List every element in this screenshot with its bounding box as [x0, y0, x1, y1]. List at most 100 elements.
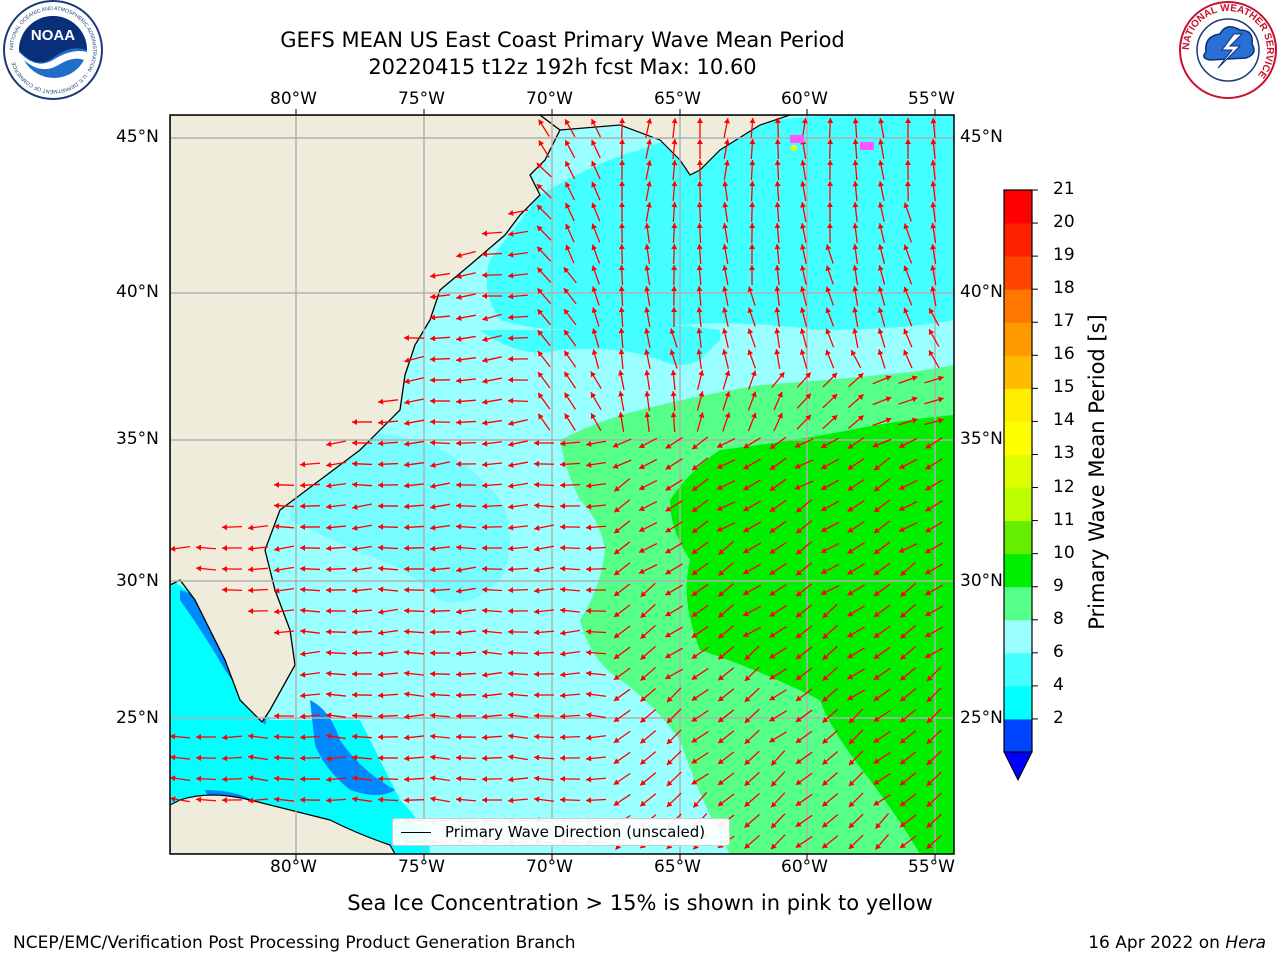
wave-arrow-head [248, 733, 254, 740]
wave-arrow-head [300, 796, 306, 803]
wave-arrow-head [716, 505, 723, 511]
wave-arrow-head [274, 523, 280, 530]
wave-arrow-head [696, 265, 703, 271]
wave-arrow-head [873, 590, 880, 596]
wave-arrow-head [614, 611, 620, 618]
wave-arrow-head [534, 439, 540, 446]
wave-arrow-head [300, 671, 306, 678]
wave-arrow-head [590, 413, 597, 420]
wave-arrow-head [618, 265, 625, 271]
wave-arrow-head [563, 267, 570, 274]
wave-arrow-head [619, 181, 626, 187]
wave-arrow-head [534, 754, 540, 761]
wave-arrow-head [825, 286, 832, 293]
wave-arrow-head [640, 654, 647, 660]
wave-arrow-head [640, 779, 647, 786]
wave-arrow-head [691, 695, 698, 701]
wave-arrow-head [482, 419, 488, 426]
wave-arrow-head [534, 460, 540, 467]
wave-arrow-head [326, 670, 332, 677]
wave-arrow-head [430, 649, 436, 656]
wave-arrow-head [799, 286, 806, 292]
wave-arrow-head [430, 524, 436, 531]
wave-arrow-head [222, 797, 228, 804]
wave-arrow-head [482, 292, 488, 299]
wave-arrow-head [847, 694, 854, 701]
wave-arrow-head [873, 632, 880, 638]
colorbar-band [1004, 652, 1032, 687]
wave-arrow-head [744, 717, 751, 723]
wave-arrow-head [850, 350, 857, 357]
wave-arrow-head [747, 328, 754, 335]
wave-arrow-head [430, 397, 436, 404]
wave-arrow-head [222, 565, 228, 572]
wave-arrow-head [538, 140, 545, 147]
wave-arrow-head [900, 632, 907, 639]
wave-arrow-head [352, 775, 358, 782]
lon-label-top: 60°W [781, 89, 828, 109]
wave-arrow-head [560, 565, 566, 572]
wave-arrow-head [586, 545, 592, 552]
wave-arrow-head [560, 461, 566, 468]
wave-arrow-head [326, 461, 332, 468]
wave-arrow-head [612, 463, 619, 469]
wave-arrow-head [565, 223, 571, 230]
wave-arrow-head [716, 526, 723, 532]
wave-arrow-head [749, 223, 756, 229]
wave-arrow-head [586, 440, 592, 447]
wave-arrow-head [795, 821, 802, 827]
wave-arrow-head [534, 566, 540, 573]
wave-arrow-head [692, 464, 698, 471]
wave-arrow-head [378, 713, 384, 720]
wave-arrow-head [747, 349, 754, 356]
wave-arrow-head [591, 328, 598, 335]
wave-arrow-head [456, 377, 462, 384]
wave-arrow-head [665, 506, 672, 512]
wave-arrow-head [482, 628, 488, 635]
wave-arrow-head [378, 398, 384, 405]
wave-arrow-head [613, 779, 620, 785]
wave-arrow-head [534, 796, 540, 803]
wave-arrow-head [508, 376, 514, 383]
wave-arrow-head [537, 309, 544, 316]
wave-arrow-head [877, 286, 884, 292]
wave-arrow-head [724, 412, 731, 419]
wave-arrow-head [743, 443, 750, 449]
wave-arrow-head [564, 371, 570, 378]
wave-arrow-head [911, 396, 918, 403]
wave-arrow-head [300, 461, 306, 468]
wave-arrow-head [430, 356, 436, 363]
wave-arrow-head [565, 140, 571, 146]
wave-arrow-head [586, 776, 592, 783]
wave-arrow-head [560, 650, 566, 657]
title-line-1: GEFS MEAN US East Coast Primary Wave Mea… [280, 28, 845, 52]
wave-arrow-head [640, 675, 647, 681]
wave-arrow-head [774, 349, 781, 355]
wave-arrow-head [248, 524, 254, 531]
wave-arrow-head [795, 779, 802, 785]
colorbar-band [1004, 388, 1032, 422]
wave-arrow-head [404, 566, 410, 573]
colorbar-tick-label: 11 [1053, 509, 1075, 530]
wave-arrow-head [482, 357, 488, 364]
lon-label-bottom: 80°W [270, 857, 317, 877]
colorbar-tick-label: 19 [1053, 245, 1075, 266]
wave-arrow-head [613, 653, 620, 659]
wave-arrow-head [482, 440, 488, 447]
wave-arrow-head [800, 202, 807, 208]
wave-arrow-head [831, 415, 838, 421]
wave-arrow-head [618, 349, 625, 355]
wave-arrow-head [821, 547, 827, 553]
wave-arrow-head [612, 442, 619, 448]
wave-arrow-head [378, 671, 384, 678]
wave-arrow-head [925, 610, 932, 617]
wave-arrow-head [926, 675, 933, 682]
wave-arrow-head [852, 223, 859, 229]
colorbar-tick-label: 14 [1053, 410, 1075, 431]
wave-arrow-head [456, 356, 462, 363]
wave-arrow-head [404, 586, 410, 593]
wave-arrow-head [665, 485, 672, 491]
wave-arrow-head [930, 160, 937, 166]
wave-arrow-head [430, 691, 436, 698]
wave-arrow-head [774, 223, 781, 229]
